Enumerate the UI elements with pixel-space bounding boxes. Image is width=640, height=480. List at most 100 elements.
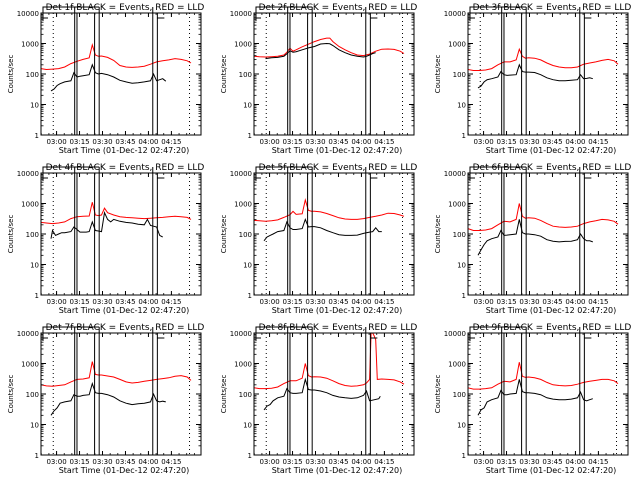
series-lld (467, 362, 619, 390)
x-tick-label: 03:45 (328, 138, 348, 146)
y-tick-label: 10000 (17, 10, 39, 18)
y-tick-label: 1000 (234, 201, 252, 209)
series-lld (253, 198, 405, 222)
series-events (477, 219, 593, 256)
y-tick-label: 1000 (448, 361, 466, 369)
y-tick-label: 1 (35, 452, 39, 460)
series-events (477, 379, 593, 416)
y-tick-label: 100 (239, 391, 252, 399)
x-tick-label: 03:00 (259, 458, 279, 466)
series-events (263, 217, 382, 242)
y-axis-label: Counts/sec (7, 215, 15, 254)
y-tick-label: 10000 (17, 170, 39, 178)
x-tick-label: 04:15 (374, 138, 394, 146)
panel-title: Det 9f BLACK = Events, RED = LLD (473, 323, 632, 333)
panel-det-1f: Det 1f BLACK = Events, RED = LLD Counts/s… (7, 3, 204, 155)
x-tick-label: 03:15 (496, 298, 516, 306)
y-tick-label: 1 (462, 292, 466, 300)
y-axis-label: Counts/sec (7, 375, 15, 414)
series-events (263, 377, 381, 411)
y-tick-label: 10000 (17, 330, 39, 338)
panel-det-7f: Det 7f BLACK = Events, RED = LLD Counts/s… (7, 323, 204, 475)
series-events (50, 63, 167, 92)
x-tick-label: 03:30 (305, 458, 325, 466)
x-tick-label: 03:15 (496, 458, 516, 466)
x-tick-label: 03:15 (282, 458, 302, 466)
panel-det-2f: Det 2f BLACK = Events, RED = LLD Counts/s… (220, 3, 417, 155)
x-axis-label: Start Time (01-Dec-12 02:47:20) (486, 146, 617, 155)
x-tick-label: 03:00 (46, 138, 66, 146)
y-tick-label: 10000 (444, 10, 466, 18)
plot-frame (467, 332, 629, 456)
y-axis-label: Counts/sec (434, 215, 442, 254)
x-tick-label: 04:00 (138, 138, 158, 146)
panel-det-5f: Det 5f BLACK = Events, RED = LLD Counts/s… (220, 163, 417, 315)
y-tick-label: 1000 (234, 361, 252, 369)
x-tick-label: 03:00 (473, 458, 493, 466)
panel-title: Det 8f BLACK = Events, RED = LLD (259, 323, 418, 333)
x-tick-label: 03:15 (282, 138, 302, 146)
x-tick-label: 03:30 (305, 298, 325, 306)
series-lld (40, 361, 192, 387)
y-tick-label: 1000 (448, 201, 466, 209)
panel-title: Det 1f BLACK = Events, RED = LLD (46, 3, 205, 13)
plot-frame (253, 332, 415, 456)
x-tick-label: 03:00 (46, 298, 66, 306)
x-tick-label: 04:15 (588, 298, 608, 306)
y-tick-label: 10000 (444, 170, 466, 178)
x-tick-label: 03:30 (519, 138, 539, 146)
y-axis-label: Counts/sec (7, 55, 15, 94)
x-tick-label: 03:15 (496, 138, 516, 146)
x-tick-label: 04:15 (374, 458, 394, 466)
x-tick-label: 03:15 (69, 458, 89, 466)
y-tick-label: 100 (26, 231, 39, 239)
x-axis-label: Start Time (01-Dec-12 02:47:20) (272, 146, 403, 155)
x-tick-label: 04:15 (161, 138, 181, 146)
x-tick-label: 03:15 (69, 298, 89, 306)
x-tick-label: 03:00 (473, 138, 493, 146)
panel-title: Det 3f BLACK = Events, RED = LLD (473, 3, 632, 13)
x-tick-label: 04:15 (588, 138, 608, 146)
x-tick-label: 03:15 (282, 298, 302, 306)
x-tick-label: 03:30 (305, 138, 325, 146)
series-lld (467, 203, 619, 231)
x-tick-label: 03:45 (542, 458, 562, 466)
y-tick-label: 10 (243, 422, 252, 430)
x-tick-label: 04:15 (161, 458, 181, 466)
y-axis-label: Counts/sec (434, 55, 442, 94)
x-tick-label: 04:00 (351, 458, 371, 466)
y-tick-label: 1 (248, 132, 252, 140)
x-tick-label: 03:45 (115, 138, 135, 146)
x-tick-label: 04:00 (351, 138, 371, 146)
plot-frame (253, 12, 415, 136)
y-tick-label: 10 (457, 102, 466, 110)
y-tick-label: 10 (457, 262, 466, 270)
y-axis-label: Counts/sec (220, 55, 228, 94)
panel-det-8f: Det 8f BLACK = Events, RED = LLD Counts/s… (220, 323, 417, 475)
y-tick-label: 1 (248, 292, 252, 300)
y-tick-label: 1000 (448, 41, 466, 49)
x-tick-label: 04:15 (374, 298, 394, 306)
y-tick-label: 10000 (230, 170, 252, 178)
y-axis-label: Counts/sec (434, 375, 442, 414)
series-events (50, 210, 163, 239)
x-tick-label: 04:15 (161, 298, 181, 306)
x-axis-label: Start Time (01-Dec-12 02:47:20) (59, 306, 190, 315)
x-tick-label: 03:00 (259, 298, 279, 306)
y-tick-label: 10000 (230, 10, 252, 18)
x-tick-label: 03:45 (542, 138, 562, 146)
x-tick-label: 04:00 (351, 298, 371, 306)
y-tick-label: 100 (453, 391, 466, 399)
plot-frame (40, 12, 202, 136)
y-tick-label: 1000 (234, 41, 252, 49)
y-tick-label: 10 (30, 262, 39, 270)
y-tick-label: 10 (30, 422, 39, 430)
panel-title: Det 4f BLACK = Events, RED = LLD (46, 163, 205, 173)
series-lld (253, 332, 405, 390)
x-axis-label: Start Time (01-Dec-12 02:47:20) (272, 466, 403, 475)
x-tick-label: 03:00 (259, 138, 279, 146)
series-lld (253, 37, 405, 58)
y-tick-label: 10 (243, 102, 252, 110)
plot-frame (40, 332, 202, 456)
y-tick-label: 10000 (444, 330, 466, 338)
